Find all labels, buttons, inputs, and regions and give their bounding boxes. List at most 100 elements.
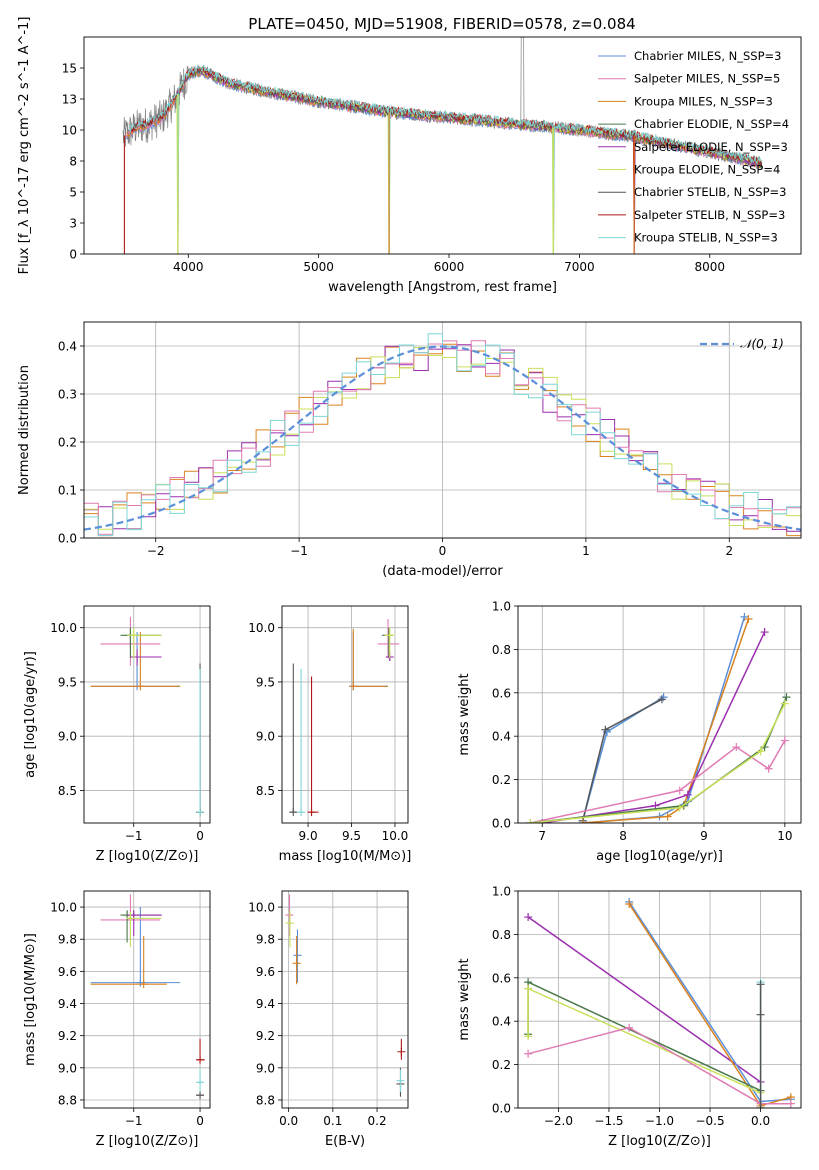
data-point-marker [786,1099,795,1108]
data-point-marker [526,819,535,823]
legend-label: Salpeter ELODIE, N_SSP=3 [634,140,788,154]
legend-label: Salpeter MILES, N_SSP=5 [634,72,780,86]
data-point-marker [756,1104,765,1108]
x-tick-label: 0 [196,829,204,843]
x-tick-label: 9 [700,829,708,843]
x-axis-label: E(B-V) [325,1134,365,1149]
legend-label: Kroupa MILES, N_SSP=3 [634,94,773,108]
y-tick-label: 0.0 [58,532,77,546]
y-tick-label: 1.0 [492,600,511,614]
x-tick-label: −2 [147,544,165,558]
axes-frame [83,605,211,824]
y-tick-label: 8.8 [58,1093,77,1107]
data-point-marker [675,786,684,795]
y-axis-label: age [log10(age/yr)] [23,651,38,778]
x-tick-label: −1.5 [594,1114,623,1128]
histogram-series [84,344,801,532]
y-tick-label: 8.5 [256,784,275,798]
data-point-marker [196,1091,205,1100]
data-point-marker [307,808,316,817]
y-tick-label: 0 [69,248,77,262]
histogram-series [84,347,801,530]
x-axis-label: mass [log10(M/M⊙)] [279,849,412,864]
y-tick-label: 8 [69,155,77,169]
y-tick-label: 10.0 [50,621,77,635]
x-axis-label: Z [log10(Z/Z⊙)] [96,849,199,864]
data-point-marker [732,743,741,752]
legend-label: Kroupa ELODIE, N_SSP=4 [634,163,780,177]
y-tick-label: 9.4 [58,997,77,1011]
legend-label: 𝒩(0, 1) [740,337,784,351]
x-tick-label: −1 [125,1114,143,1128]
data-point-marker [756,747,765,756]
y-tick-label: 0.6 [492,686,511,700]
y-tick-label: 0.0 [492,1102,511,1116]
y-tick-label: 15 [62,62,77,76]
series-line [530,703,786,823]
y-tick-label: 9.5 [256,675,275,689]
data-point-marker [760,628,769,637]
y-tick-label: 0.8 [492,928,511,942]
data-point-marker [136,978,145,987]
data-point-marker [126,914,135,923]
y-axis-label: mass weight [457,958,472,1040]
x-tick-label: 1 [582,544,590,558]
y-tick-label: 9.8 [58,933,77,947]
residuals-panel: −2 −1 0 1 2 0.0 0.1 0.2 0.3 0.4 (data-model)/error… [17,321,802,579]
x-tick-label: 10.0 [382,829,409,843]
y-tick-label: 10.0 [248,621,275,635]
data-point-marker [782,693,791,702]
y-tick-label: 9.8 [256,933,275,947]
data-point-marker [601,725,610,734]
data-point-marker [756,1010,765,1019]
series-line [542,631,766,823]
data-point-marker [196,808,205,817]
data-point-marker [396,1076,405,1085]
y-tick-label: 0.1 [58,484,77,498]
mass-weight-vs-metallicity-panel: −2.0 −1.5 −1.0 −0.5 0.0 0.0 0.2 0.4 0.6 0.8 1.0 Z [… [457,885,802,1149]
data-point-marker [297,808,306,817]
data-point-marker [780,736,789,745]
y-tick-label: 13 [62,93,77,107]
y-tick-label: 10.0 [50,901,77,915]
mass-vs-ebv-panel: 0.0 0.1 0.2 8.8 9.0 9.2 9.4 9.6 9.8 10.0 E(B-V) [248,890,409,1149]
data-point-marker [524,984,533,993]
age-vs-metallicity-panel: −1 0 8.5 9.0 9.5 10.0 Z [log10(Z/Z⊙)] age [log1… [23,605,211,864]
y-tick-label: 9.0 [58,1061,77,1075]
axes-frame [83,890,211,1109]
series-line [527,987,761,1094]
y-tick-label: 0.8 [492,643,511,657]
series-line [582,616,746,823]
data-point-marker [349,682,358,691]
x-tick-label: 8000 [694,260,725,274]
y-axis-label: mass [log10(M/M⊙)] [23,933,38,1066]
x-tick-label: 0.0 [751,1114,770,1128]
y-tick-label: 9.4 [256,997,275,1011]
x-tick-label: 9.5 [342,829,361,843]
x-tick-label: −0.5 [695,1114,724,1128]
y-tick-label: 10.0 [248,901,275,915]
legend-label: Chabrier MILES, N_SSP=3 [634,49,781,63]
data-point-marker [136,682,145,691]
legend-label: Chabrier STELIB, N_SSP=3 [634,185,786,199]
data-point-marker [780,699,789,708]
y-axis-label: Normed distribution [17,365,32,495]
series-line [582,618,750,823]
x-tick-label: −1 [125,829,143,843]
x-axis-label: wavelength [Angstrom, rest frame] [328,280,557,295]
y-tick-label: 9.6 [58,965,77,979]
data-point-marker [683,790,692,799]
data-point-marker [397,1047,406,1056]
y-tick-label: 9.6 [256,965,275,979]
y-tick-label: 3 [69,217,77,231]
data-point-marker [756,980,765,989]
data-point-marker [625,1023,634,1032]
data-point-marker [293,951,302,960]
legend-label: Chabrier ELODIE, N_SSP=4 [634,117,789,131]
data-point-marker [524,1032,533,1041]
y-tick-label: 0.3 [58,388,77,402]
axes-frame [517,605,802,824]
model-spectrum-line [129,63,762,254]
data-point-marker [196,1078,205,1087]
y-tick-label: 9.2 [58,1029,77,1043]
